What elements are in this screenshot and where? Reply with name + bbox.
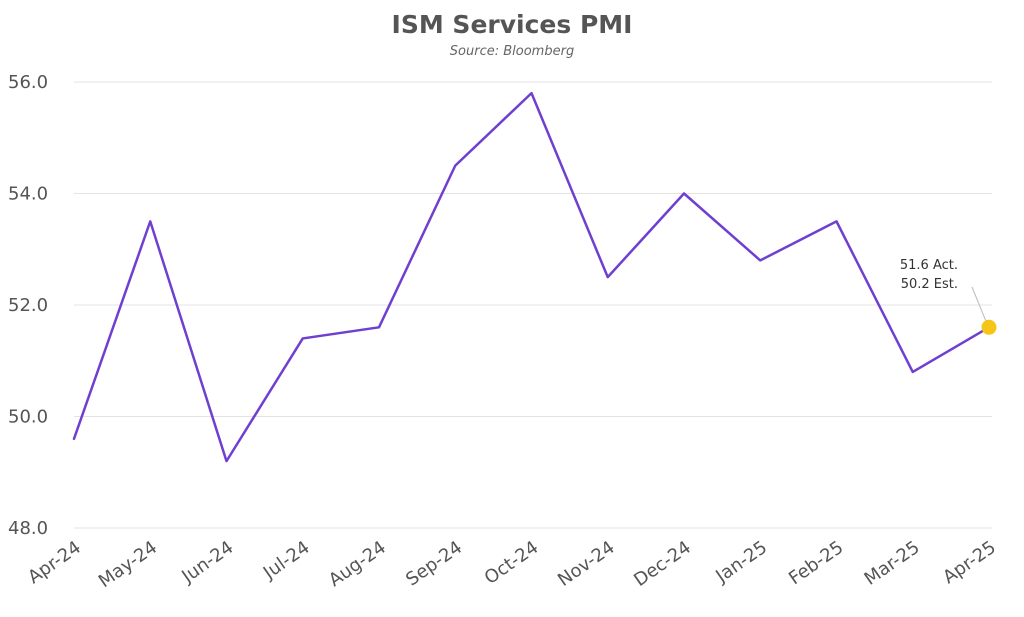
series-line <box>72 91 991 463</box>
x-tick-label: Aug-24 <box>325 537 390 591</box>
series-layer <box>72 91 991 463</box>
y-axis-ticks: 48.0 50.0 52.0 54.0 56.0 <box>8 72 48 539</box>
x-tick-label: Jun-24 <box>177 537 237 588</box>
y-tick-label: 48.0 <box>8 518 48 539</box>
x-axis-ticks: Apr-24 May-24 Jun-24 Jul-24 Aug-24 Sep-24 Oct-… <box>24 537 1000 592</box>
highlight-marker <box>981 319 997 335</box>
y-tick-label: 52.0 <box>8 295 48 316</box>
annotation-leader-line <box>971 286 987 322</box>
annotation-label: 50.2 Est. <box>901 277 958 292</box>
gridlines <box>74 81 992 529</box>
y-tick-label: 56.0 <box>8 72 48 93</box>
x-tick-label: Feb-25 <box>785 537 847 589</box>
x-tick-label: Dec-24 <box>630 537 695 591</box>
annotation: 51.6 Act. 50.2 Est. <box>900 258 997 335</box>
y-tick-label: 54.0 <box>8 184 48 205</box>
x-tick-label: Apr-24 <box>24 537 85 588</box>
x-tick-label: Mar-25 <box>861 537 924 590</box>
x-tick-label: May-24 <box>95 537 161 592</box>
x-tick-label: Jan-25 <box>711 537 771 588</box>
x-tick-label: Apr-25 <box>939 537 1000 588</box>
x-tick-label: Oct-24 <box>481 537 543 589</box>
chart-title: ISM Services PMI <box>391 10 633 39</box>
x-tick-label: Jul-24 <box>259 537 314 584</box>
y-tick-label: 50.0 <box>8 407 48 428</box>
x-tick-label: Nov-24 <box>554 537 619 591</box>
chart-subtitle: Source: Bloomberg <box>449 44 575 59</box>
annotation-label: 51.6 Act. <box>900 258 958 273</box>
x-tick-label: Sep-24 <box>402 537 466 591</box>
